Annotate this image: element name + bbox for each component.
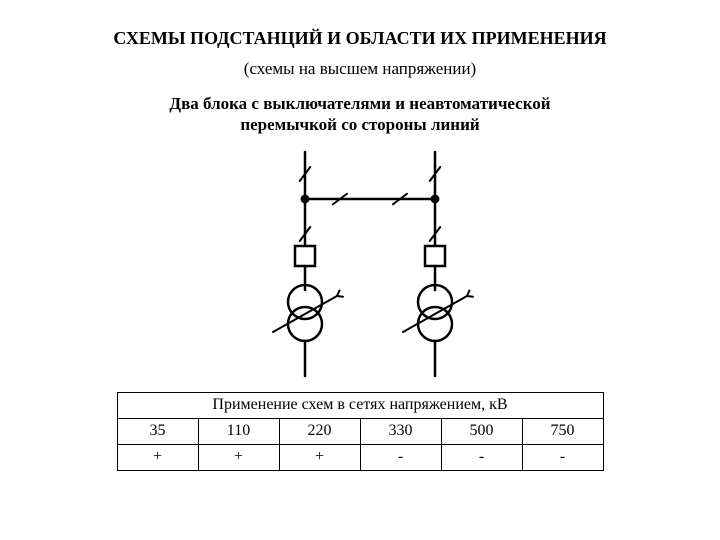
table-cell: - — [360, 444, 441, 470]
table-cell: - — [522, 444, 603, 470]
table-header-cell: 35 — [117, 418, 198, 444]
scheme-title-line1: Два блока с выключателями и неавтоматиче… — [169, 94, 550, 113]
table-caption: Применение схем в сетях напряжением, кВ — [117, 392, 603, 418]
page-subtitle: (схемы на высшем напряжении) — [0, 59, 720, 79]
table-header-cell: 220 — [279, 418, 360, 444]
table-header-cell: 110 — [198, 418, 279, 444]
scheme-title: Два блока с выключателями и неавтоматиче… — [0, 93, 720, 136]
table-cell: - — [441, 444, 522, 470]
table-header-cell: 500 — [441, 418, 522, 444]
table-header-row: 35 110 220 330 500 750 — [117, 418, 603, 444]
table-cell: + — [279, 444, 360, 470]
table-header-cell: 330 — [360, 418, 441, 444]
table-header-cell: 750 — [522, 418, 603, 444]
scheme-title-line2: перемычкой со стороны линий — [240, 115, 479, 134]
application-table: Применение схем в сетях напряжением, кВ … — [117, 392, 604, 471]
page-title: СХЕМЫ ПОДСТАНЦИЙ И ОБЛАСТИ ИХ ПРИМЕНЕНИЯ — [0, 28, 720, 49]
table-row: + + + - - - — [117, 444, 603, 470]
table-cell: + — [117, 444, 198, 470]
table-cell: + — [198, 444, 279, 470]
substation-diagram — [210, 144, 510, 384]
